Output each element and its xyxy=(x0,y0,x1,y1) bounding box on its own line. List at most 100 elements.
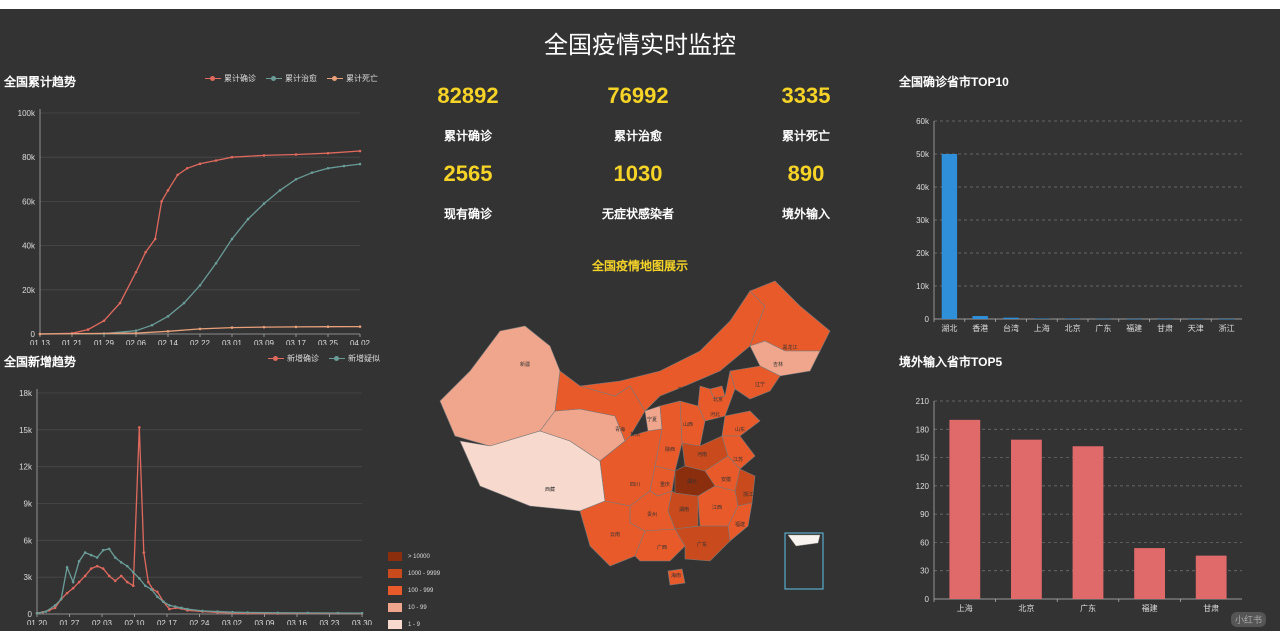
data-point[interactable] xyxy=(230,155,234,159)
series-line[interactable] xyxy=(39,163,361,335)
data-point[interactable] xyxy=(71,580,75,584)
bar[interactable] xyxy=(1095,318,1112,320)
data-point[interactable] xyxy=(125,580,129,584)
bar[interactable] xyxy=(941,154,958,319)
bar[interactable] xyxy=(1064,318,1081,320)
map-visual-legend[interactable]: > 10000 1000 - 9999 100 - 999 10 - 99 1 - 9 xyxy=(388,551,440,631)
map-region[interactable] xyxy=(721,435,756,470)
data-point[interactable] xyxy=(201,609,204,613)
data-point[interactable] xyxy=(142,551,146,554)
data-point[interactable] xyxy=(83,574,87,578)
data-point[interactable] xyxy=(77,559,81,563)
data-point[interactable] xyxy=(113,556,117,559)
map-region[interactable] xyxy=(721,410,761,437)
data-point[interactable] xyxy=(89,553,93,557)
data-point[interactable] xyxy=(166,315,170,318)
data-point[interactable] xyxy=(198,162,202,166)
data-point[interactable] xyxy=(246,217,250,221)
bar[interactable] xyxy=(1034,318,1050,320)
data-point[interactable] xyxy=(134,329,138,332)
top5-bar-chart[interactable]: 0 30 60 90 120 150 180 210 上海 北京 广东 福建 甘肃 xyxy=(890,379,1270,619)
data-point[interactable] xyxy=(35,611,39,615)
bar[interactable] xyxy=(1072,446,1104,599)
map-region[interactable] xyxy=(674,525,731,562)
data-point[interactable] xyxy=(278,189,282,192)
daily-legend[interactable]: 新增确诊 新增疑似 xyxy=(268,353,380,364)
data-point[interactable] xyxy=(230,237,234,241)
data-point[interactable] xyxy=(360,611,364,615)
data-point[interactable] xyxy=(214,261,218,265)
data-point[interactable] xyxy=(101,548,105,552)
bar[interactable] xyxy=(1188,318,1204,320)
data-point[interactable] xyxy=(44,610,48,613)
data-point[interactable] xyxy=(156,595,159,599)
data-point[interactable] xyxy=(125,564,129,568)
bar[interactable] xyxy=(1011,439,1042,599)
data-point[interactable] xyxy=(326,151,330,155)
data-point[interactable] xyxy=(185,166,189,170)
cumulative-line-chart[interactable]: 0 20k 40k 60k 80k 100k 01.13 01.21 01.29 02.06 02.… xyxy=(0,95,380,345)
data-point[interactable] xyxy=(131,584,135,588)
data-point[interactable] xyxy=(216,610,219,613)
data-point[interactable] xyxy=(107,547,111,551)
data-point[interactable] xyxy=(65,591,69,595)
data-point[interactable] xyxy=(153,237,157,241)
data-point[interactable] xyxy=(134,270,138,274)
data-point[interactable] xyxy=(118,301,122,305)
series-line[interactable] xyxy=(39,150,361,335)
data-point[interactable] xyxy=(310,171,314,174)
data-point[interactable] xyxy=(53,604,57,607)
data-point[interactable] xyxy=(326,325,330,329)
data-point[interactable] xyxy=(95,556,99,559)
legend-item[interactable]: 累计治愈 xyxy=(266,73,317,84)
data-point[interactable] xyxy=(113,579,117,583)
data-point[interactable] xyxy=(306,611,310,615)
data-point[interactable] xyxy=(162,600,165,604)
data-point[interactable] xyxy=(246,611,249,614)
legend-item[interactable]: 累计确诊 xyxy=(205,73,256,84)
data-point[interactable] xyxy=(102,319,106,323)
data-point[interactable] xyxy=(262,202,266,205)
data-point[interactable] xyxy=(119,561,123,564)
data-point[interactable] xyxy=(131,570,135,574)
data-point[interactable] xyxy=(95,564,99,568)
daily-line-chart[interactable]: 0 3k 6k 9k 12k 15k 18k 01.20 01.27 02.03 02.10 02.1… xyxy=(0,375,380,625)
data-point[interactable] xyxy=(83,551,87,554)
data-point[interactable] xyxy=(180,606,183,610)
bar[interactable] xyxy=(949,419,981,599)
bar[interactable] xyxy=(1157,318,1173,320)
data-point[interactable] xyxy=(71,586,75,590)
bar[interactable] xyxy=(1218,318,1235,320)
data-point[interactable] xyxy=(144,584,147,588)
bar[interactable] xyxy=(1195,555,1227,599)
data-point[interactable] xyxy=(86,328,90,331)
data-point[interactable] xyxy=(166,189,170,192)
data-point[interactable] xyxy=(38,332,42,336)
bar[interactable] xyxy=(1126,318,1142,320)
data-point[interactable] xyxy=(342,164,346,168)
visual-map-item[interactable]: 10 - 99 xyxy=(388,602,440,613)
data-point[interactable] xyxy=(198,284,202,287)
bar[interactable] xyxy=(1003,317,1019,319)
legend-item[interactable]: 新增疑似 xyxy=(329,353,380,364)
visual-map-item[interactable]: 100 - 999 xyxy=(388,585,440,596)
data-point[interactable] xyxy=(134,331,138,335)
visual-map-item[interactable]: > 10000 xyxy=(388,551,440,562)
data-point[interactable] xyxy=(294,178,298,181)
data-point[interactable] xyxy=(107,574,111,578)
data-point[interactable] xyxy=(182,301,186,305)
data-point[interactable] xyxy=(160,200,163,203)
data-point[interactable] xyxy=(230,326,234,329)
data-point[interactable] xyxy=(138,426,141,429)
bar[interactable] xyxy=(1134,548,1165,599)
data-point[interactable] xyxy=(77,580,81,584)
data-point[interactable] xyxy=(198,327,202,331)
data-point[interactable] xyxy=(150,588,153,591)
visual-map-item[interactable]: 1000 - 9999 xyxy=(388,568,440,579)
data-point[interactable] xyxy=(294,325,298,329)
data-point[interactable] xyxy=(138,577,141,580)
legend-item[interactable]: 新增确诊 xyxy=(268,353,319,364)
data-point[interactable] xyxy=(326,166,330,170)
data-point[interactable] xyxy=(294,153,298,156)
